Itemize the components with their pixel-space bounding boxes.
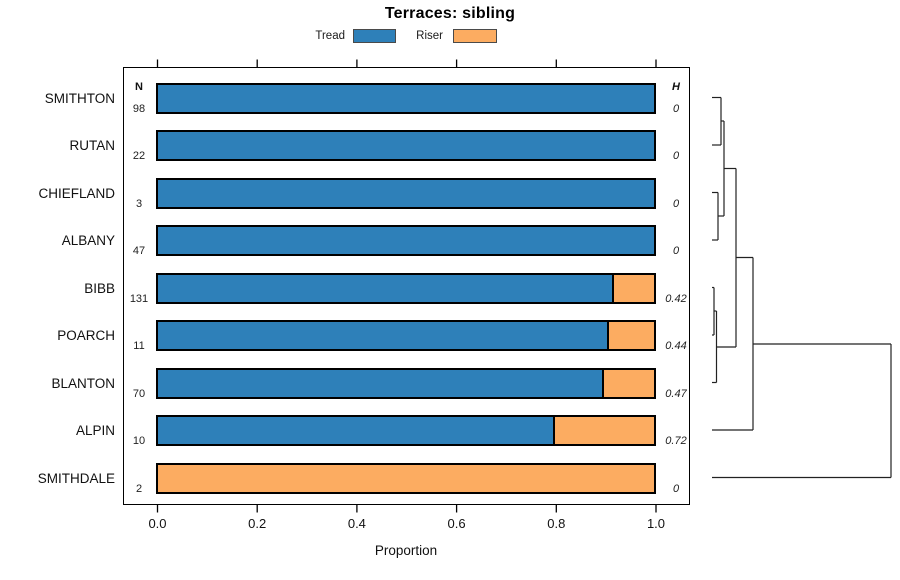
bar-row: BLANTON 70 0.47 [0, 367, 900, 400]
x-tick-label: 0.0 [148, 516, 167, 531]
site-label: SMITHDALE [37, 470, 115, 486]
riser-segment [554, 417, 654, 444]
h-value: 0.72 [665, 435, 687, 447]
x-tick-label: 0.6 [447, 516, 466, 531]
n-value: 11 [133, 340, 145, 352]
bar-row: CHIEFLAND 3 0 [0, 177, 900, 210]
stacked-bar [156, 462, 656, 494]
h-value: 0 [672, 150, 680, 162]
h-value: 0 [672, 197, 680, 210]
tread-segment [158, 132, 654, 159]
n-value: 131 [129, 292, 149, 305]
site-label: BIBB [84, 280, 115, 296]
n-value: 47 [132, 245, 146, 257]
site-label: SMITHTON [44, 90, 115, 106]
stacked-bar [156, 82, 656, 114]
riser-segment [604, 369, 654, 397]
site-label: ALPIN [75, 423, 115, 438]
h-value: 0.47 [665, 387, 687, 400]
column-header-h: H [672, 81, 680, 93]
bar-row: ALPIN 10 0.72 [0, 415, 900, 447]
riser-segment [158, 464, 654, 492]
site-label: CHIEFLAND [38, 185, 115, 201]
stacked-bar [156, 225, 656, 256]
h-value: 0 [672, 102, 680, 115]
x-tick-label: 0.2 [248, 516, 267, 531]
site-label: BLANTON [51, 375, 115, 391]
bar-row: RUTAN 22 0 [0, 130, 900, 162]
site-label: RUTAN [69, 138, 116, 153]
h-value: 0 [672, 482, 680, 495]
legend-label-tread: Tread [315, 30, 345, 42]
legend-swatch-riser [453, 29, 497, 43]
tread-segment [158, 84, 654, 112]
n-value: 98 [132, 102, 146, 115]
n-value: 3 [135, 197, 143, 210]
h-value: 0 [672, 245, 680, 257]
x-tick-label: 0.4 [347, 516, 366, 531]
tread-segment [158, 179, 654, 207]
riser-segment [614, 274, 654, 302]
h-value: 0.44 [665, 340, 687, 352]
n-value: 2 [135, 482, 143, 495]
stacked-bar [156, 130, 656, 161]
stacked-bar [156, 320, 656, 351]
n-value: 10 [132, 435, 146, 447]
tread-segment [158, 322, 610, 349]
tread-segment [158, 227, 654, 254]
legend-label-riser: Riser [416, 30, 443, 42]
h-value: 0.42 [665, 292, 687, 305]
bar-row: SMITHTON 98 0 [0, 82, 900, 115]
bar-row: POARCH 11 0.44 [0, 320, 900, 352]
x-axis-title: Proportion [374, 543, 438, 558]
stacked-bar [156, 272, 656, 304]
bar-row: BIBB 131 0.42 [0, 272, 900, 305]
tread-segment [158, 369, 605, 397]
riser-segment [609, 322, 654, 349]
site-label: POARCH [57, 328, 115, 343]
tread-segment [158, 417, 555, 444]
x-tick-label: 0.8 [547, 516, 566, 531]
stacked-bar [156, 367, 656, 399]
bar-row: ALBANY 47 0 [0, 225, 900, 257]
plot-border [123, 67, 690, 505]
legend-swatch-tread [353, 29, 396, 43]
tread-segment [158, 274, 615, 302]
site-label: ALBANY [61, 233, 115, 248]
n-value: 70 [132, 387, 146, 400]
column-header-n: N [135, 81, 143, 93]
bar-row: SMITHDALE 2 0 [0, 462, 900, 495]
x-tick-label: 1.0 [646, 516, 666, 531]
stacked-bar [156, 177, 656, 209]
chart-title: Terraces: sibling [384, 5, 516, 22]
n-value: 22 [132, 150, 146, 162]
stacked-bar [156, 415, 656, 446]
